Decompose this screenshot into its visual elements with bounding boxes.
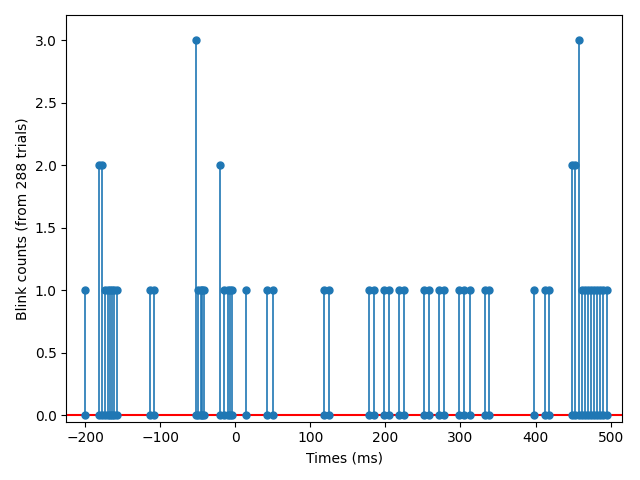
Y-axis label: Blink counts (from 288 trials): Blink counts (from 288 trials) — [15, 117, 29, 320]
X-axis label: Times (ms): Times (ms) — [306, 451, 383, 465]
